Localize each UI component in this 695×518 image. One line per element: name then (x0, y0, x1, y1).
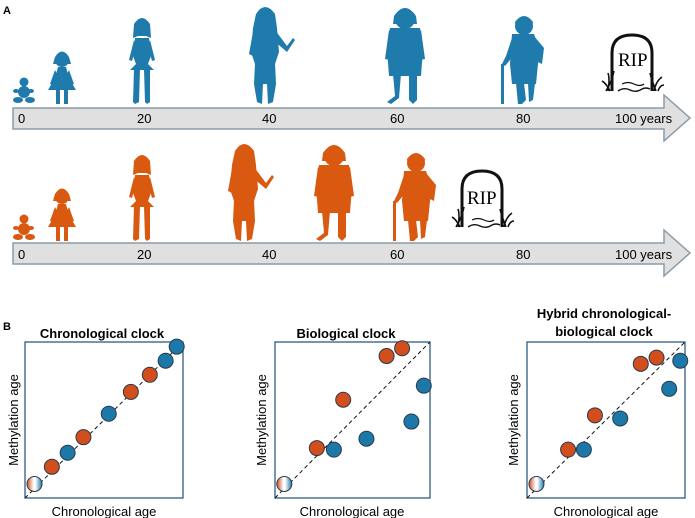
panel-label-b: B (3, 321, 11, 333)
x-axis-label: Chronological age (554, 504, 659, 518)
plot-frame (24, 341, 184, 499)
teen-silhouette (129, 155, 155, 241)
child-silhouette (48, 188, 76, 241)
tick-bottom-60: 60 (390, 247, 404, 262)
middle-aged-silhouette (314, 145, 354, 241)
tick-top-0: 0 (18, 111, 25, 126)
data-point-split (26, 475, 43, 492)
timeline-bottom-arrow (12, 228, 692, 278)
tick-bottom-0: 0 (18, 247, 25, 262)
tick-bottom-80: 80 (516, 247, 530, 262)
data-point-orange (378, 348, 395, 365)
data-point-blue (168, 338, 185, 355)
data-point-orange (308, 440, 325, 457)
data-point-blue (325, 441, 342, 458)
data-point-blue (575, 441, 592, 458)
data-point-orange (122, 383, 139, 400)
tombstone-top-text: RIP (618, 50, 648, 71)
data-point-orange (335, 391, 352, 408)
data-point-blue (415, 377, 432, 394)
plot-frame (274, 341, 431, 499)
x-axis-label: Chronological age (300, 504, 405, 518)
plot-title-chronological: Chronological clock (40, 326, 165, 341)
data-point-blue (59, 444, 76, 461)
middle-aged-silhouette (385, 8, 425, 104)
tick-bottom-20: 20 (137, 247, 151, 262)
timeline-bottom-figures (13, 144, 436, 241)
adult-silhouette (228, 144, 274, 241)
teen-silhouette (129, 18, 155, 104)
tombstone-bottom: RIP (450, 169, 516, 229)
y-axis-label: Methylation age (506, 374, 521, 466)
data-point-orange (632, 355, 649, 372)
y-axis-label: Methylation age (254, 374, 269, 466)
data-point-split (528, 475, 545, 492)
timeline-top-figures (13, 7, 544, 104)
data-point-blue (672, 352, 689, 369)
tick-bottom-100: 100 years (615, 247, 673, 262)
baby-silhouette (13, 77, 35, 103)
tombstone-top: RIP (600, 33, 666, 93)
plot-frame (526, 341, 686, 499)
tick-top-60: 60 (390, 111, 404, 126)
timeline-top-arrow (12, 93, 692, 143)
timeline-top: RIP 0 20 40 60 80 100 years (12, 7, 692, 143)
adult-silhouette (249, 7, 295, 104)
panel-label-a: A (3, 5, 11, 17)
data-point-orange (560, 441, 577, 458)
tick-top-40: 40 (262, 111, 276, 126)
data-point-blue (403, 413, 420, 430)
data-point-orange (586, 407, 603, 424)
plot-title-hybrid-line2: biological clock (555, 324, 653, 339)
data-point-blue (157, 352, 174, 369)
tombstone-bottom-text: RIP (467, 188, 497, 209)
child-silhouette (48, 51, 76, 104)
plot-title-hybrid-line1: Hybrid chronological- (537, 306, 671, 321)
baby-silhouette (13, 214, 35, 240)
elder-silhouette (393, 153, 436, 241)
identity-line (526, 341, 686, 499)
elder-silhouette (501, 16, 544, 104)
identity-line (274, 341, 431, 499)
y-axis-label: Methylation age (6, 374, 21, 466)
timeline-bottom: RIP 0 20 40 60 80 100 years (12, 144, 692, 278)
tick-top-80: 80 (516, 111, 530, 126)
biological-clock-plot: Biological clock Chronological age Methy… (254, 326, 432, 518)
tick-top-20: 20 (137, 111, 151, 126)
data-point-blue (661, 380, 678, 397)
tick-bottom-40: 40 (262, 247, 276, 262)
data-point-blue (100, 405, 117, 422)
tick-top-100: 100 years (615, 111, 673, 126)
data-point-orange (141, 366, 158, 383)
data-point-blue (612, 410, 629, 427)
data-point-orange (43, 458, 60, 475)
chronological-clock-plot: Chronological clock Chronological age Me… (6, 326, 185, 518)
data-point-orange (394, 340, 411, 357)
x-axis-label: Chronological age (52, 504, 157, 518)
data-point-orange (648, 349, 665, 366)
hybrid-clock-plot: Hybrid chronological- biological clock C… (506, 306, 689, 518)
data-point-split (276, 475, 293, 492)
plot-title-biological: Biological clock (297, 326, 397, 341)
data-point-orange (75, 429, 92, 446)
data-point-blue (358, 430, 375, 447)
